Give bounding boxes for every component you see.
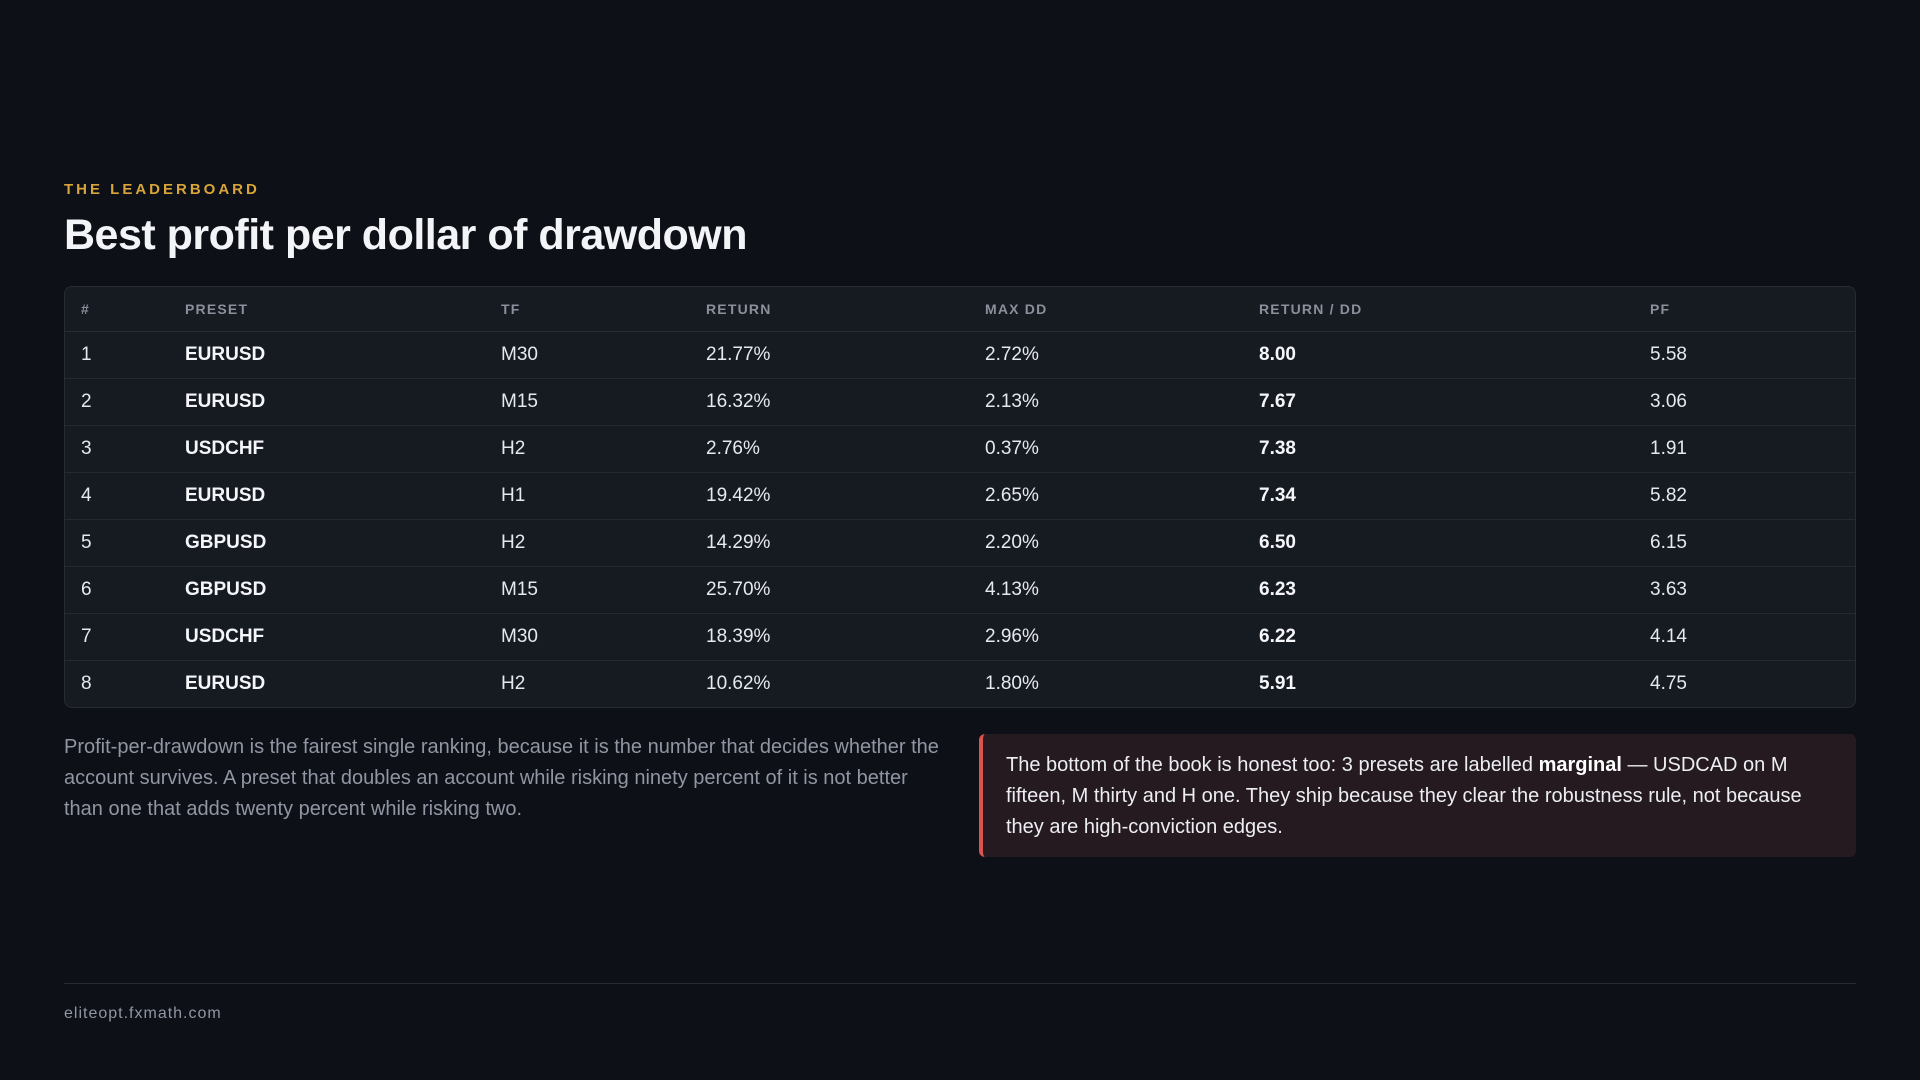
cell-tf: M30 bbox=[485, 614, 690, 661]
cell-return: 21.77% bbox=[690, 332, 969, 379]
footer-divider bbox=[64, 983, 1856, 984]
ranking-explanation: Profit-per-drawdown is the fairest singl… bbox=[64, 732, 944, 825]
cell-preset: USDCHF bbox=[169, 614, 485, 661]
cell-max-dd: 2.72% bbox=[969, 332, 1243, 379]
cell-pf: 4.75 bbox=[1634, 661, 1855, 708]
section-eyebrow: THE LEADERBOARD bbox=[64, 181, 260, 198]
cell-tf: H1 bbox=[485, 473, 690, 520]
table-row: 2 EURUSD M15 16.32% 2.13% 7.67 3.06 bbox=[65, 379, 1855, 426]
page-title: Best profit per dollar of drawdown bbox=[64, 211, 747, 260]
table-row: 7 USDCHF M30 18.39% 2.96% 6.22 4.14 bbox=[65, 614, 1855, 661]
cell-return: 25.70% bbox=[690, 567, 969, 614]
cell-return: 2.76% bbox=[690, 426, 969, 473]
cell-preset: EURUSD bbox=[169, 661, 485, 708]
cell-pf: 3.06 bbox=[1634, 379, 1855, 426]
cell-pf: 6.15 bbox=[1634, 520, 1855, 567]
cell-return: 10.62% bbox=[690, 661, 969, 708]
cell-max-dd: 0.37% bbox=[969, 426, 1243, 473]
marginal-presets-callout: The bottom of the book is honest too: 3 … bbox=[979, 734, 1856, 857]
cell-return-dd: 6.23 bbox=[1243, 567, 1634, 614]
cell-rank: 8 bbox=[65, 661, 169, 708]
cell-return-dd: 7.38 bbox=[1243, 426, 1634, 473]
cell-rank: 5 bbox=[65, 520, 169, 567]
table-row: 4 EURUSD H1 19.42% 2.65% 7.34 5.82 bbox=[65, 473, 1855, 520]
column-header-return: RETURN bbox=[690, 287, 969, 332]
footer-domain: eliteopt.fxmath.com bbox=[64, 1005, 222, 1023]
cell-rank: 4 bbox=[65, 473, 169, 520]
callout-text-before: The bottom of the book is honest too: 3 … bbox=[1006, 754, 1539, 776]
table-row: 1 EURUSD M30 21.77% 2.72% 8.00 5.58 bbox=[65, 332, 1855, 379]
cell-max-dd: 2.96% bbox=[969, 614, 1243, 661]
table-header-row: # PRESET TF RETURN MAX DD RETURN / DD PF bbox=[65, 287, 1855, 332]
cell-preset: GBPUSD bbox=[169, 520, 485, 567]
column-header-preset: PRESET bbox=[169, 287, 485, 332]
cell-pf: 1.91 bbox=[1634, 426, 1855, 473]
cell-preset: EURUSD bbox=[169, 332, 485, 379]
cell-pf: 5.58 bbox=[1634, 332, 1855, 379]
table-row: 5 GBPUSD H2 14.29% 2.20% 6.50 6.15 bbox=[65, 520, 1855, 567]
table-row: 3 USDCHF H2 2.76% 0.37% 7.38 1.91 bbox=[65, 426, 1855, 473]
cell-tf: H2 bbox=[485, 426, 690, 473]
cell-max-dd: 1.80% bbox=[969, 661, 1243, 708]
column-header-rank: # bbox=[65, 287, 169, 332]
cell-preset: GBPUSD bbox=[169, 567, 485, 614]
cell-return-dd: 6.22 bbox=[1243, 614, 1634, 661]
cell-return-dd: 7.34 bbox=[1243, 473, 1634, 520]
table-row: 8 EURUSD H2 10.62% 1.80% 5.91 4.75 bbox=[65, 661, 1855, 708]
cell-max-dd: 4.13% bbox=[969, 567, 1243, 614]
table-row: 6 GBPUSD M15 25.70% 4.13% 6.23 3.63 bbox=[65, 567, 1855, 614]
cell-return: 16.32% bbox=[690, 379, 969, 426]
cell-return: 14.29% bbox=[690, 520, 969, 567]
cell-rank: 2 bbox=[65, 379, 169, 426]
cell-preset: EURUSD bbox=[169, 379, 485, 426]
cell-return-dd: 5.91 bbox=[1243, 661, 1634, 708]
cell-return-dd: 8.00 bbox=[1243, 332, 1634, 379]
cell-preset: EURUSD bbox=[169, 473, 485, 520]
cell-preset: USDCHF bbox=[169, 426, 485, 473]
cell-max-dd: 2.13% bbox=[969, 379, 1243, 426]
cell-return: 18.39% bbox=[690, 614, 969, 661]
column-header-return-dd: RETURN / DD bbox=[1243, 287, 1634, 332]
cell-rank: 6 bbox=[65, 567, 169, 614]
column-header-max-dd: MAX DD bbox=[969, 287, 1243, 332]
cell-tf: H2 bbox=[485, 661, 690, 708]
cell-tf: M15 bbox=[485, 379, 690, 426]
cell-return-dd: 6.50 bbox=[1243, 520, 1634, 567]
cell-return: 19.42% bbox=[690, 473, 969, 520]
cell-pf: 4.14 bbox=[1634, 614, 1855, 661]
cell-pf: 3.63 bbox=[1634, 567, 1855, 614]
callout-emphasis: marginal bbox=[1539, 754, 1622, 776]
cell-return-dd: 7.67 bbox=[1243, 379, 1634, 426]
column-header-tf: TF bbox=[485, 287, 690, 332]
cell-tf: M30 bbox=[485, 332, 690, 379]
column-header-pf: PF bbox=[1634, 287, 1855, 332]
cell-rank: 7 bbox=[65, 614, 169, 661]
cell-rank: 1 bbox=[65, 332, 169, 379]
cell-rank: 3 bbox=[65, 426, 169, 473]
cell-tf: H2 bbox=[485, 520, 690, 567]
cell-pf: 5.82 bbox=[1634, 473, 1855, 520]
cell-max-dd: 2.20% bbox=[969, 520, 1243, 567]
cell-tf: M15 bbox=[485, 567, 690, 614]
cell-max-dd: 2.65% bbox=[969, 473, 1243, 520]
leaderboard-table: # PRESET TF RETURN MAX DD RETURN / DD PF… bbox=[64, 286, 1856, 708]
